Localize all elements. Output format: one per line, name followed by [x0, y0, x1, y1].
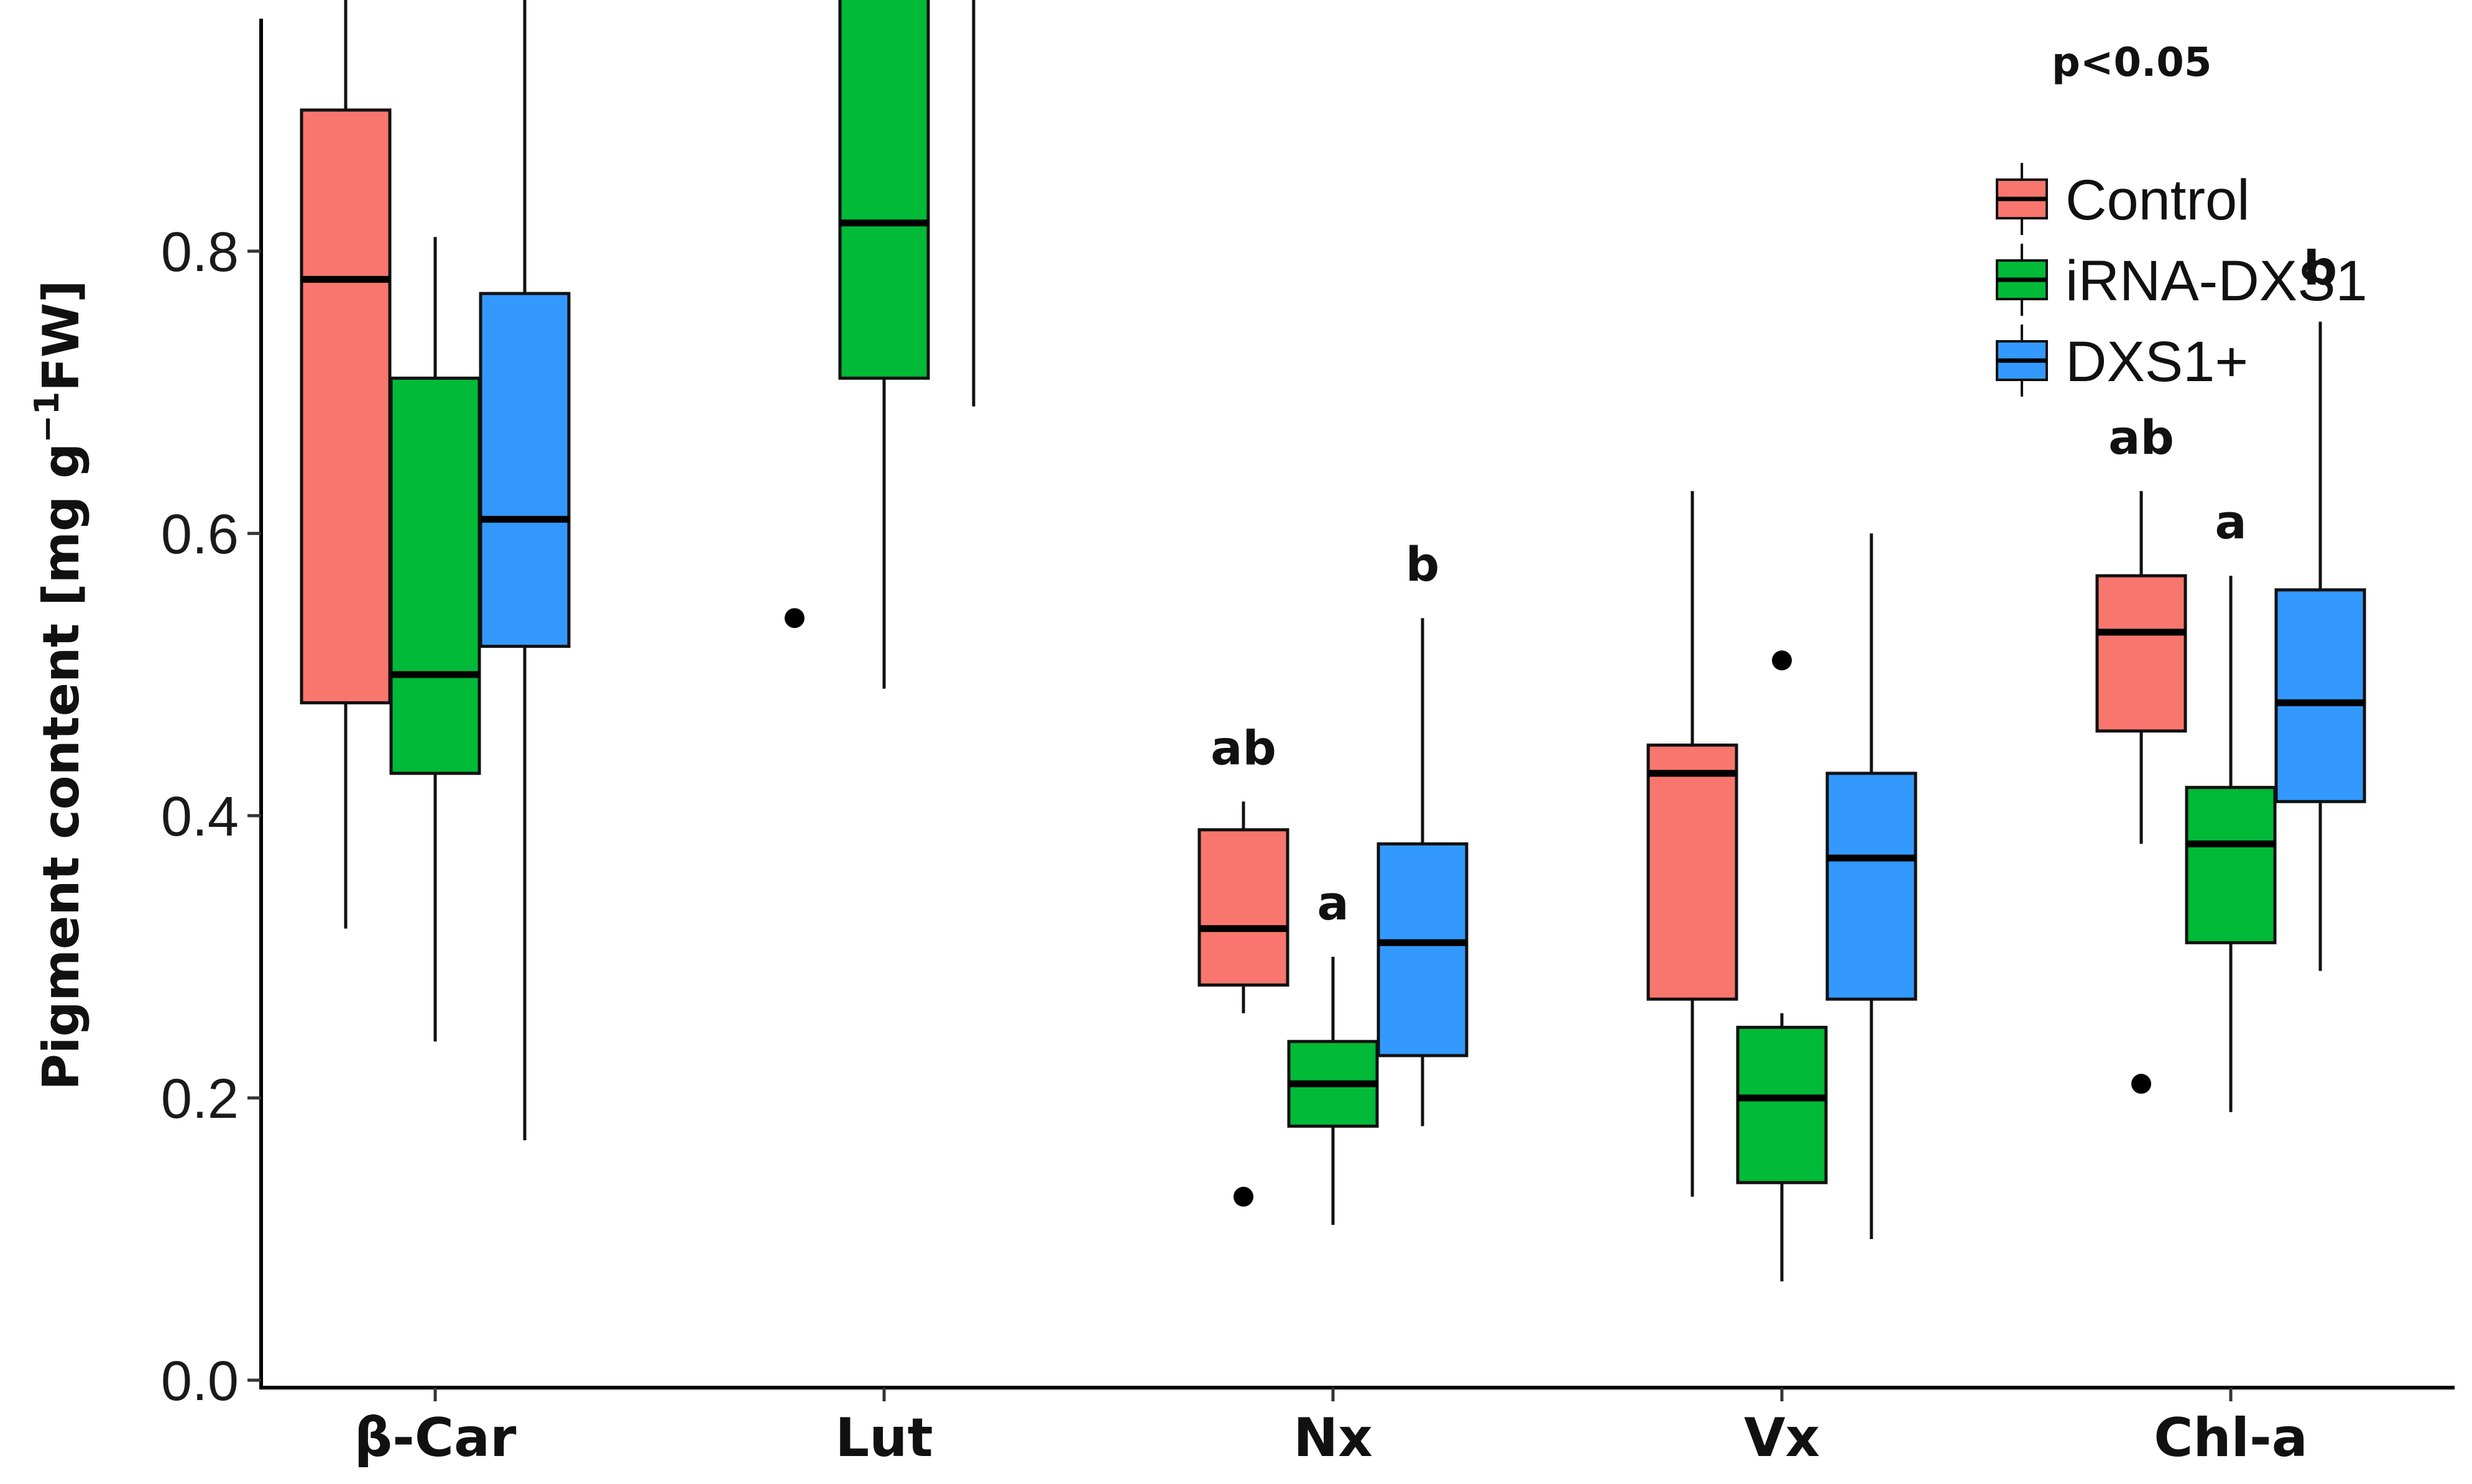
legend-label: Control — [2065, 168, 2250, 232]
x-tick-label: β-Car — [354, 1407, 517, 1469]
y-tick-label: 0.6 — [161, 504, 239, 566]
y-tick-label: 0.8 — [161, 221, 239, 283]
box — [300, 108, 392, 704]
box — [2274, 588, 2366, 803]
outlier-point — [1772, 650, 1792, 671]
outlier-point — [1234, 1186, 1253, 1207]
x-tick-label: Vx — [1744, 1407, 1820, 1469]
significance-letter: a — [2215, 494, 2246, 550]
y-tick-label: 1.0 — [161, 0, 239, 1]
box — [1736, 1026, 1828, 1184]
legend: Control iRNA-DXS1 DXS1+ — [1996, 163, 2368, 397]
x-tick-label: Nx — [1293, 1407, 1372, 1469]
outlier-point — [785, 608, 805, 629]
legend-label: DXS1+ — [2065, 330, 2248, 394]
significance-letter: ab — [1211, 720, 1276, 775]
axes — [259, 19, 2455, 1390]
y-tick-label: 0.0 — [161, 1350, 239, 1413]
box — [1825, 772, 1917, 1001]
legend-label: iRNA-DXS1 — [2065, 249, 2368, 313]
box — [479, 292, 571, 648]
significance-letter: a — [1317, 875, 1349, 931]
significance-letter: b — [2304, 241, 2337, 296]
y-axis-ticks: 0.00.20.40.60.81.01.21.41.61.8 — [161, 0, 261, 1413]
box — [2185, 786, 2277, 944]
y-axis-label: Pigment content [mg g−1FW] — [27, 280, 90, 1090]
plot-area: abababababababab — [300, 0, 2366, 1282]
x-tick-label: Lut — [835, 1407, 933, 1469]
significance-letter: b — [1406, 537, 1439, 592]
box — [1646, 744, 1738, 1001]
significance-letter: ab — [2108, 410, 2174, 465]
box — [1197, 828, 1289, 987]
box — [389, 376, 481, 775]
significance-note: p<0.05 — [2052, 40, 2211, 86]
y-tick-label: 0.2 — [161, 1068, 239, 1130]
box — [1377, 842, 1469, 1058]
y-tick-label: 0.4 — [161, 786, 239, 848]
x-tick-label: Chl-a — [2154, 1407, 2308, 1469]
outlier-point — [2131, 1074, 2151, 1094]
box — [838, 0, 930, 380]
box — [2095, 574, 2187, 733]
